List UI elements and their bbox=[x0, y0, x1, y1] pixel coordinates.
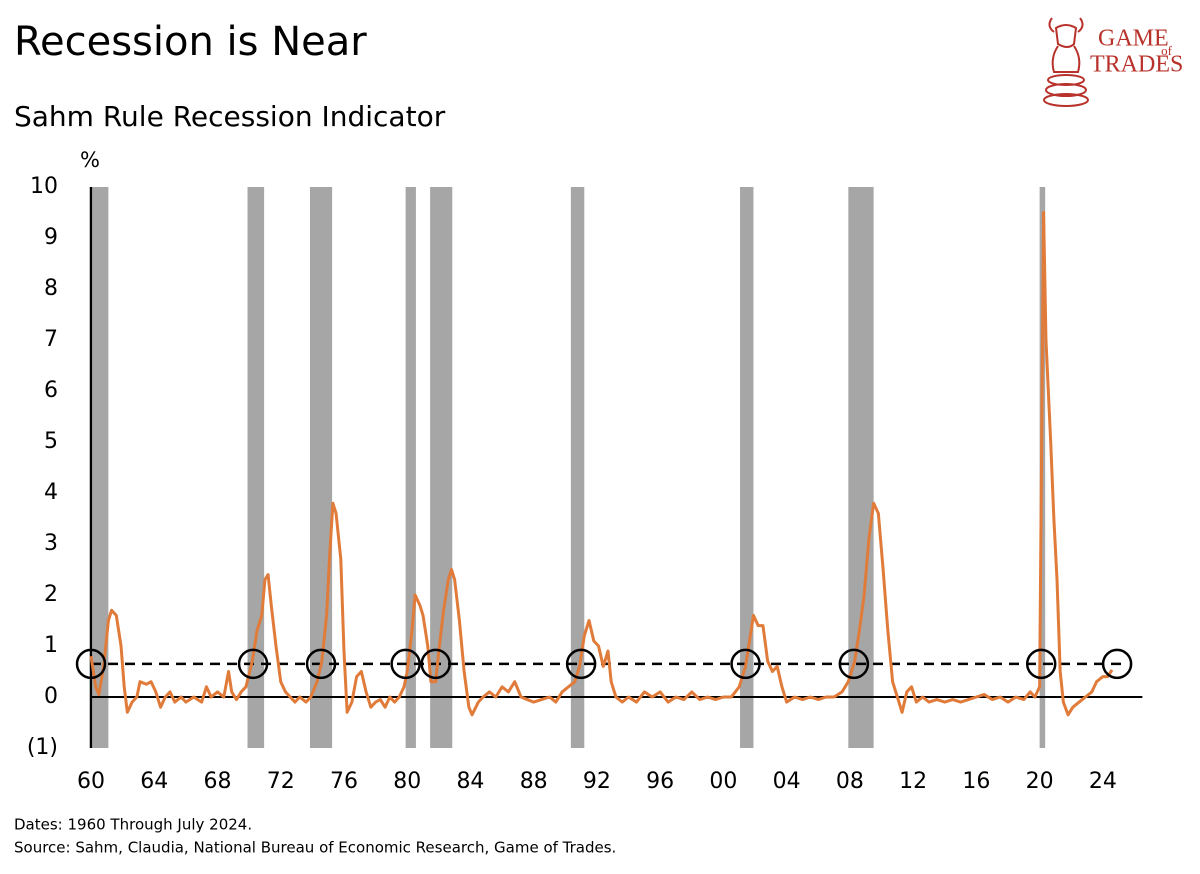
logo-icon bbox=[1043, 17, 1089, 107]
x-tick-label: 16 bbox=[962, 769, 990, 794]
logo-text: of bbox=[1161, 43, 1173, 58]
x-tick-label: 00 bbox=[709, 769, 737, 794]
y-tick-label: 8 bbox=[44, 276, 58, 301]
chart-subtitle: Sahm Rule Recession Indicator bbox=[14, 100, 446, 133]
x-tick-label: 72 bbox=[267, 769, 295, 794]
x-tick-label: 88 bbox=[520, 769, 548, 794]
logo-text: GAME bbox=[1098, 26, 1169, 52]
x-tick-label: 60 bbox=[77, 769, 105, 794]
recession-band bbox=[430, 187, 453, 748]
y-tick-label: 5 bbox=[44, 429, 58, 454]
crossing-circle bbox=[565, 648, 597, 680]
logo: GAME of TRADES bbox=[1043, 17, 1183, 107]
x-tick-label: 64 bbox=[140, 769, 168, 794]
x-tick-label: 20 bbox=[1026, 769, 1054, 794]
crossing-circle bbox=[1101, 648, 1133, 680]
x-tick-label: 04 bbox=[773, 769, 801, 794]
x-tick-label: 12 bbox=[899, 769, 927, 794]
crossing-circle bbox=[420, 648, 451, 680]
y-tick-label: 7 bbox=[44, 327, 58, 352]
recession-band bbox=[740, 187, 754, 748]
crossing-circle bbox=[1025, 648, 1057, 680]
recession-band bbox=[848, 187, 874, 748]
crossing-circle bbox=[305, 648, 337, 680]
recession-band bbox=[92, 187, 109, 748]
y-tick-label: (1) bbox=[27, 735, 58, 760]
recession-band bbox=[247, 187, 265, 748]
y-tick-label: 0 bbox=[44, 684, 58, 709]
y-tick-label: 3 bbox=[44, 531, 58, 556]
y-tick-label: 6 bbox=[44, 378, 58, 403]
x-tick-label: 84 bbox=[456, 769, 484, 794]
crossing-circle bbox=[730, 648, 761, 680]
x-tick-label: 92 bbox=[583, 769, 611, 794]
crossing-circle bbox=[838, 648, 870, 680]
x-tick-label: 76 bbox=[330, 769, 358, 794]
chart-title: Recession is Near bbox=[14, 19, 367, 65]
y-tick-label: 9 bbox=[44, 225, 58, 250]
recession-band bbox=[405, 187, 416, 748]
crossing-circle bbox=[237, 648, 269, 680]
footnote: Dates: 1960 Through July 2024. bbox=[14, 816, 252, 834]
crossing-circle bbox=[390, 648, 421, 680]
recession-band bbox=[570, 187, 585, 748]
x-tick-label: 68 bbox=[203, 769, 231, 794]
x-tick-label: 08 bbox=[836, 769, 864, 794]
logo-text: TRADES bbox=[1090, 52, 1183, 78]
x-tick-label: 24 bbox=[1089, 769, 1117, 794]
footnote: Source: Sahm, Claudia, National Bureau o… bbox=[14, 839, 616, 857]
x-tick-label: 96 bbox=[646, 769, 674, 794]
y-tick-label: 1 bbox=[44, 633, 58, 658]
y-tick-label: 10 bbox=[30, 174, 58, 199]
y-unit: % bbox=[80, 148, 100, 172]
x-tick-label: 80 bbox=[393, 769, 421, 794]
y-tick-label: 2 bbox=[44, 582, 58, 607]
crossing-circle bbox=[75, 648, 107, 680]
data-line bbox=[89, 211, 1114, 717]
y-tick-label: 4 bbox=[44, 480, 58, 505]
